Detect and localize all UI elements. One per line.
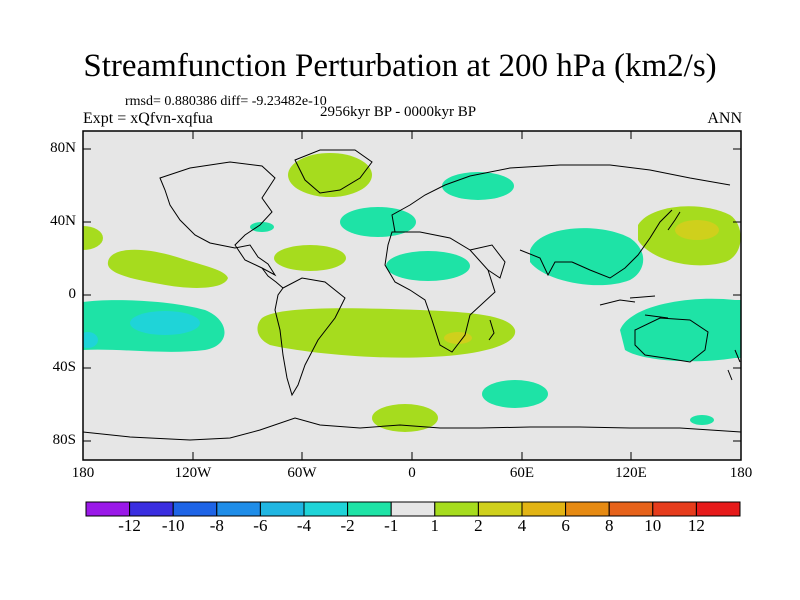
lon-label-60w: 60W [287,465,317,481]
colorbar-label: 8 [604,516,614,535]
anomaly-southern-band-positive [257,308,516,358]
chart-title: Streamfunction Perturbation at 200 hPa (… [83,48,717,84]
anomaly-south-pacific-core [130,311,200,335]
axis-ticks [83,131,741,460]
lon-label-120e: 120E [615,465,647,481]
colorbar-label: 10 [644,516,662,535]
colorbar-box [608,501,654,517]
anomaly-eurasia-negative [442,172,514,200]
colorbar-label: -2 [340,516,355,535]
colorbar-box [695,501,741,517]
colorbar-label: 12 [687,516,705,535]
anomaly-newfoundland-negative [250,222,274,232]
coast-central-america [261,267,284,289]
anomaly-southern-ocean-negative [482,380,548,408]
colorbar-label: 6 [561,516,570,535]
coast-madagascar [488,319,495,341]
colorbar-box [129,501,174,517]
anomaly-south-asia-negative [530,228,644,286]
experiment-label: Expt = xQfvn-xqfua [83,110,213,127]
lat-label-80n: 80N [50,140,76,156]
colorbar-label: -1 [384,516,399,535]
lon-label-180w: 180 [71,465,95,481]
colorbar-box [521,501,567,517]
coast-australia [634,317,709,363]
colorbar-label: -8 [209,516,224,535]
contour-fill [83,153,741,432]
anomaly-sahara-negative [386,251,470,281]
anomaly-central-pacific-positive [107,249,228,288]
colorbar-label: -6 [253,516,268,535]
colorbar-box [390,501,436,517]
colorbar-label: 4 [517,516,527,535]
colorbar-label: 2 [474,516,483,535]
anomaly-west-edge-core [83,332,98,348]
colorbar-label: -12 [118,516,141,535]
colorbar-box [85,501,131,517]
colorbar-box [347,501,392,517]
colorbar-label: -4 [296,516,312,535]
anomaly-australia-negative [620,298,741,362]
colorbar-box [259,501,305,517]
coast-indonesia [599,295,669,319]
lon-label-120w: 120W [174,465,212,481]
coast-europe [391,164,731,233]
coast-arabia-india [469,244,572,279]
season-label: ANN [707,110,742,127]
period-label: 2956kyr BP - 0000kyr BP [320,104,477,120]
coast-antarctica [83,417,741,441]
anomaly-dateline-positive [83,226,103,250]
colorbar-label: 1 [430,516,440,535]
anomaly-japan-core [675,220,719,240]
coast-africa [384,231,496,353]
lat-label-40s: 40S [52,359,76,375]
colorbar-box [172,501,218,517]
anomaly-small-negative [690,415,714,425]
colorbar-box [216,501,261,517]
anomaly-antarctic-positive [372,404,438,432]
coastlines [83,149,741,441]
coast-new-zealand [727,349,741,381]
coast-east-asia [571,209,673,279]
coast-south-america [274,277,346,397]
anomaly-north-atlantic-negative [340,207,416,237]
colorbar-box [565,501,610,517]
colorbar-label: -10 [161,516,185,535]
colorbar-box [303,501,349,517]
colorbar-box [652,501,697,517]
colorbar-box [477,501,523,517]
coast-greenland [294,149,373,194]
anomaly-caribbean-positive [274,245,346,271]
anomaly-south-africa-core [444,332,472,344]
colorbar [85,501,741,517]
anomaly-greenland-positive [288,153,372,197]
lat-label-40n: 40N [50,213,76,229]
lon-label-180e: 180 [729,465,753,481]
colorbar-box [434,501,479,517]
stats-line: rmsd= 0.880386 diff= -9.23482e-10 [125,94,327,109]
lat-label-80s: 80S [52,432,76,448]
lon-label-0: 0 [408,465,416,481]
lon-label-60e: 60E [509,465,535,481]
lat-label-0: 0 [68,286,77,302]
coast-japan [667,211,681,231]
